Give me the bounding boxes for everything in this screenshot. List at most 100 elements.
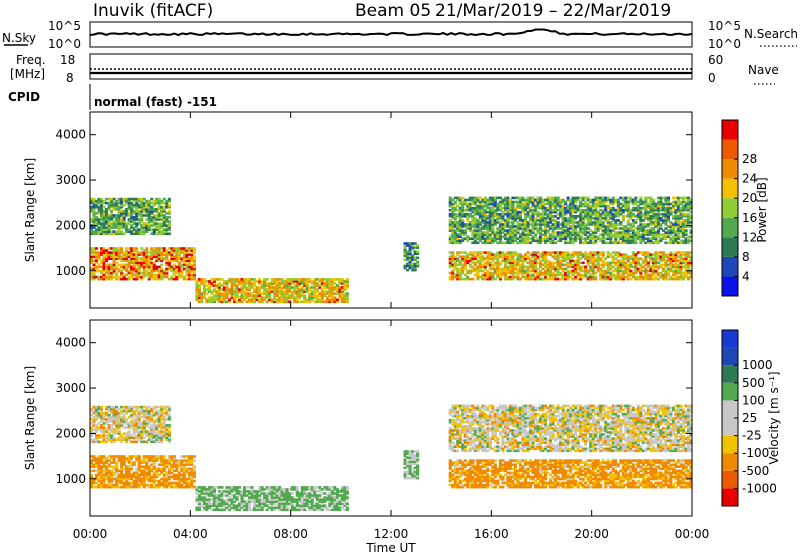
- power-cell: [631, 229, 635, 232]
- power-cell: [649, 206, 653, 210]
- power-cell: [328, 278, 332, 281]
- power-cell: [150, 273, 154, 277]
- power-cell: [581, 275, 585, 279]
- power-cell: [549, 212, 553, 216]
- power-cell: [584, 255, 588, 258]
- power-cell: [157, 228, 161, 231]
- power-cell: [320, 284, 324, 287]
- power-cell: [579, 210, 583, 214]
- power-cell: [313, 290, 317, 293]
- power-cell: [461, 202, 465, 206]
- power-cell: [596, 259, 600, 263]
- power-cell: [491, 253, 495, 256]
- power-cell: [591, 223, 595, 226]
- power-cell: [130, 210, 134, 213]
- vel-cell: [160, 481, 164, 485]
- power-cell: [606, 251, 610, 254]
- power-cell: [687, 259, 691, 263]
- power-cell: [233, 280, 237, 283]
- power-cell: [250, 300, 254, 304]
- power-cell: [589, 206, 593, 210]
- vel-cell: [135, 471, 139, 475]
- power-cell: [498, 267, 502, 271]
- power-cell: [325, 296, 329, 299]
- power-cell: [564, 235, 568, 238]
- power-cell: [624, 235, 628, 238]
- power-cell: [534, 208, 538, 212]
- colorbar-swatch: [722, 198, 738, 218]
- vel-cell: [180, 467, 184, 471]
- power-cell: [298, 282, 302, 285]
- power-cell: [268, 288, 272, 291]
- power-cell: [589, 208, 593, 212]
- vel-cell: [95, 457, 99, 460]
- power-cell: [541, 259, 545, 263]
- power-cell: [591, 273, 595, 277]
- power-cell: [92, 251, 96, 254]
- power-cell: [150, 271, 154, 275]
- power-cell: [671, 237, 675, 240]
- power-cell: [601, 198, 605, 202]
- power-cell: [155, 255, 159, 258]
- power-cell: [240, 288, 244, 291]
- vel-cell: [90, 475, 94, 479]
- power-cell: [105, 212, 109, 215]
- power-cell: [546, 261, 550, 265]
- power-cell: [162, 214, 166, 217]
- power-cell: [403, 248, 407, 251]
- power-cell: [649, 223, 653, 226]
- power-cell: [664, 269, 668, 273]
- power-cell: [496, 206, 500, 210]
- power-cell: [471, 257, 475, 260]
- power-cell: [656, 239, 660, 243]
- power-cell: [130, 257, 134, 260]
- power-cell: [549, 253, 553, 256]
- power-cell: [534, 235, 538, 238]
- power-cell: [145, 208, 149, 211]
- power-cell: [152, 255, 156, 258]
- power-cell: [529, 253, 533, 256]
- power-cell: [478, 221, 482, 224]
- power-cell: [503, 277, 507, 281]
- colorbar-swatch: [722, 178, 738, 199]
- power-cell: [529, 198, 533, 202]
- power-cell: [463, 267, 467, 271]
- power-cell: [97, 210, 101, 213]
- power-cell: [596, 255, 600, 258]
- power-cell: [571, 221, 575, 224]
- power-cell: [248, 286, 252, 289]
- power-cell: [599, 202, 603, 206]
- power-cell: [152, 201, 156, 205]
- vel-cell: [160, 477, 164, 481]
- power-cell: [273, 282, 277, 285]
- power-cell: [140, 224, 144, 227]
- power-cell: [478, 259, 482, 263]
- power-cell: [90, 201, 94, 205]
- power-cell: [539, 259, 543, 263]
- power-cell: [328, 294, 332, 297]
- power-cell: [609, 275, 613, 279]
- power-cell: [506, 237, 510, 240]
- power-cell: [498, 253, 502, 256]
- power-cell: [155, 222, 159, 225]
- power-cell: [579, 267, 583, 271]
- vel-cell: [132, 455, 136, 458]
- power-cell: [554, 231, 558, 234]
- power-cell: [674, 275, 678, 279]
- vel-cell: [142, 467, 146, 471]
- power-cell: [132, 199, 136, 203]
- power-cell: [544, 261, 548, 265]
- vel-cell: [157, 455, 161, 458]
- power-cell: [122, 199, 126, 203]
- vel-cell: [137, 473, 141, 477]
- power-cell: [476, 200, 480, 204]
- power-cell: [448, 204, 452, 208]
- power-cell: [275, 294, 279, 297]
- power-cell: [631, 233, 635, 236]
- power-cell: [646, 219, 650, 222]
- power-cell: [564, 251, 568, 254]
- power-cell: [526, 275, 530, 279]
- power-cell: [669, 253, 673, 256]
- power-cell: [679, 277, 683, 281]
- power-cell: [521, 233, 525, 236]
